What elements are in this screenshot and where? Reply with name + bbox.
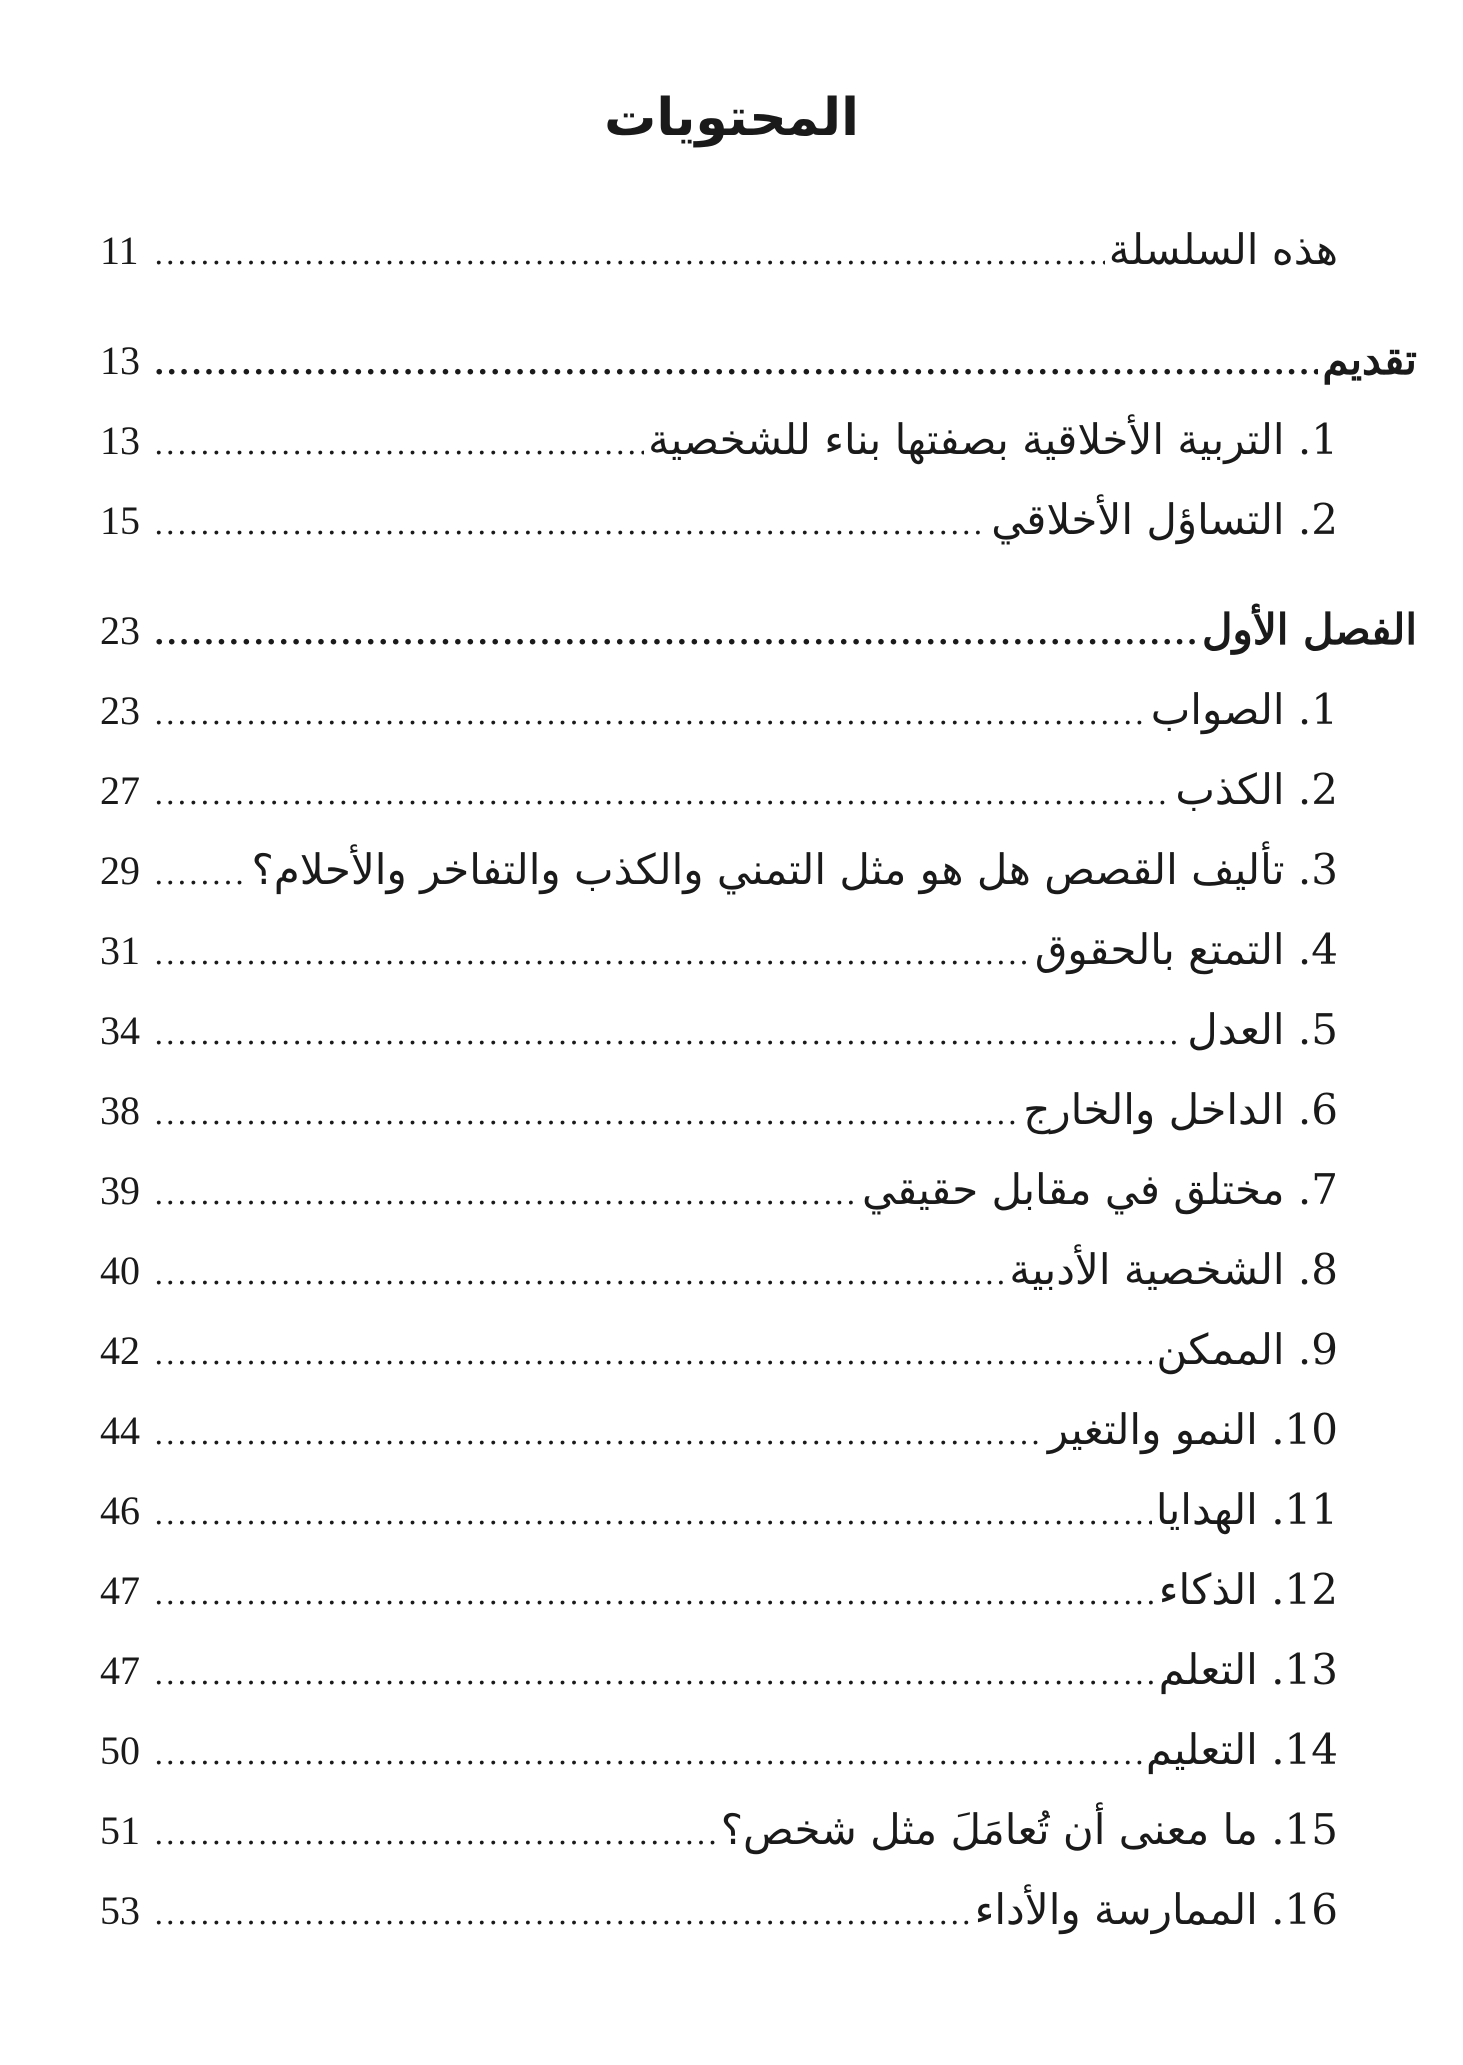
dot-leader	[154, 215, 1105, 295]
dot-leader	[154, 675, 1147, 755]
toc-entry-title: 4. التمتع بالحقوق	[1034, 925, 1338, 974]
dot-leader	[154, 995, 1183, 1075]
toc-section-heading: الفصل الأول 23	[100, 590, 1417, 670]
toc-entry: 4. التمتع بالحقوق 31	[100, 910, 1338, 990]
toc-entry: 1. التربية الأخلاقية بصفتها بناء للشخصية…	[100, 400, 1338, 480]
toc-entry: 5. العدل 34	[100, 990, 1338, 1070]
toc-entry-title: 14. التعليم	[1145, 1725, 1338, 1774]
toc-entry: 7. مختلق في مقابل حقيقي 39	[100, 1150, 1338, 1230]
toc-entry-title: 13. التعلم	[1158, 1645, 1338, 1694]
dot-leader	[154, 405, 644, 485]
toc-page-number: 51	[100, 1808, 140, 1853]
table-of-contents: هذه السلسلة11تقديم131. التربية الأخلاقية…	[100, 210, 1417, 1950]
toc-page-number: 23	[100, 608, 140, 653]
toc-entry: 16. الممارسة والأداء 53	[100, 1870, 1338, 1950]
toc-entry-title: 7. مختلق في مقابل حقيقي	[862, 1165, 1338, 1214]
toc-entry: 3. تأليف القصص هل هو مثل التمني والكذب و…	[100, 830, 1338, 910]
toc-entry: 2. التساؤل الأخلاقي 15	[100, 480, 1338, 560]
toc-page-number: 11	[100, 228, 139, 273]
toc-entry: 8. الشخصية الأدبية 40	[100, 1230, 1338, 1310]
toc-entry-title: 8. الشخصية الأدبية	[1009, 1245, 1338, 1294]
toc-entry-title: 6. الداخل والخارج	[1023, 1085, 1338, 1134]
page-title: المحتويات	[604, 88, 859, 148]
toc-entry-title: 3. تأليف القصص هل هو مثل التمني والكذب و…	[251, 845, 1339, 894]
toc-entry-title: 1. الصواب	[1150, 685, 1338, 734]
toc-entry: هذه السلسلة 11	[100, 210, 1338, 290]
toc-entry: 12. الذكاء 47	[100, 1550, 1338, 1630]
toc-page-number: 39	[100, 1168, 140, 1213]
toc-page-number: 34	[100, 1008, 140, 1053]
dot-leader	[154, 1395, 1044, 1475]
dot-leader	[154, 1875, 971, 1955]
toc-entry-title: 10. النمو والتغير	[1047, 1405, 1338, 1454]
toc-page-number: 40	[100, 1248, 140, 1293]
toc-entry-title: تقديم	[1322, 335, 1417, 384]
dot-leader	[154, 1155, 858, 1235]
toc-page-number: 13	[100, 338, 140, 383]
toc-page-number: 15	[100, 498, 140, 543]
dot-leader	[154, 1795, 717, 1875]
toc-page-number: 42	[100, 1328, 140, 1373]
dot-leader	[154, 1475, 1152, 1555]
dot-leader	[154, 1715, 1142, 1795]
toc-page-number: 31	[100, 928, 140, 973]
toc-entry: 10. النمو والتغير 44	[100, 1390, 1338, 1470]
toc-page-number: 38	[100, 1088, 140, 1133]
toc-entry: 11. الهدايا 46	[100, 1470, 1338, 1550]
toc-entry-title: 5. العدل	[1187, 1005, 1338, 1054]
toc-entry: 1. الصواب 23	[100, 670, 1338, 750]
toc-section-heading: تقديم 13	[100, 320, 1417, 400]
toc-entry: 2. الكذب 27	[100, 750, 1338, 830]
dot-leader	[154, 595, 1198, 675]
toc-entry: 14. التعليم 50	[100, 1710, 1338, 1790]
dot-leader	[154, 485, 987, 565]
toc-page-number: 47	[100, 1568, 140, 1613]
toc-entry: 13. التعلم 47	[100, 1630, 1338, 1710]
dot-leader	[154, 915, 1031, 995]
dot-leader	[154, 1555, 1155, 1635]
toc-entry: 15. ما معنى أن تُعامَلَ مثل شخص؟ 51	[100, 1790, 1338, 1870]
toc-page-number: 23	[100, 688, 140, 733]
toc-page-number: 53	[100, 1888, 140, 1933]
toc-page-number: 50	[100, 1728, 140, 1773]
toc-page-number: 13	[100, 418, 140, 463]
dot-leader	[154, 755, 1171, 835]
toc-entry-title: 9. الممكن	[1156, 1325, 1338, 1374]
toc-entry-title: 2. التساؤل الأخلاقي	[991, 495, 1338, 544]
toc-entry: 9. الممكن 42	[100, 1310, 1338, 1390]
toc-entry-title: 15. ما معنى أن تُعامَلَ مثل شخص؟	[720, 1805, 1338, 1854]
dot-leader	[154, 1635, 1155, 1715]
dot-leader	[154, 325, 1318, 405]
toc-page-number: 29	[100, 848, 140, 893]
dot-leader	[154, 1075, 1019, 1155]
dot-leader	[154, 1235, 1005, 1315]
dot-leader	[154, 835, 248, 915]
toc-entry: 6. الداخل والخارج 38	[100, 1070, 1338, 1150]
toc-page-number: 47	[100, 1648, 140, 1693]
toc-entry-title: هذه السلسلة	[1108, 225, 1338, 274]
toc-entry-title: 1. التربية الأخلاقية بصفتها بناء للشخصية	[648, 415, 1338, 464]
toc-entry-title: 2. الكذب	[1175, 765, 1338, 814]
toc-entry-title: 16. الممارسة والأداء	[974, 1885, 1338, 1934]
toc-entry-title: 12. الذكاء	[1158, 1565, 1338, 1614]
toc-page-number: 27	[100, 768, 140, 813]
toc-page-number: 46	[100, 1488, 140, 1533]
toc-page-number: 44	[100, 1408, 140, 1453]
toc-entry-title: 11. الهدايا	[1155, 1485, 1338, 1534]
dot-leader	[154, 1315, 1152, 1395]
toc-entry-title: الفصل الأول	[1202, 605, 1417, 654]
